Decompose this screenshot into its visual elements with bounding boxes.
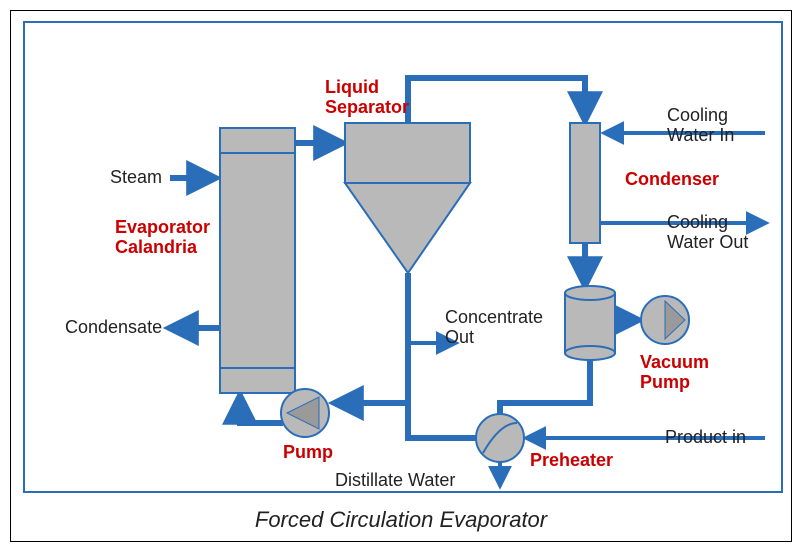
vacuum-tank bbox=[565, 286, 615, 360]
circulation-pump bbox=[281, 389, 329, 437]
flow-separator-to-condenser bbox=[408, 78, 585, 123]
label-vacuum-pump-2: Pump bbox=[640, 372, 690, 392]
label-liquid-separator-2: Separator bbox=[325, 97, 409, 117]
label-cooling-in-1: Cooling bbox=[667, 105, 728, 125]
diagram-inner-frame: Liquid Separator Evaporator Calandria Co… bbox=[23, 21, 783, 493]
condenser bbox=[570, 123, 600, 243]
label-condenser: Condenser bbox=[625, 169, 719, 189]
liquid-separator-funnel bbox=[345, 183, 470, 273]
label-vacuum-pump-1: Vacuum bbox=[640, 352, 709, 372]
label-cooling-out-2: Water Out bbox=[667, 232, 748, 252]
label-concentrate-2: Out bbox=[445, 327, 474, 347]
flow-pump-to-evap bbox=[240, 396, 283, 423]
label-distillate: Distillate Water bbox=[335, 470, 455, 490]
liquid-separator-top bbox=[345, 123, 470, 183]
label-condensate: Condensate bbox=[65, 317, 162, 337]
label-evaporator-1: Evaporator bbox=[115, 217, 210, 237]
label-product-in: Product in bbox=[665, 427, 746, 447]
diagram-caption: Forced Circulation Evaporator bbox=[11, 507, 791, 533]
flow-tank-down bbox=[500, 358, 590, 414]
flow-preheater-to-loop bbox=[335, 403, 476, 438]
label-evaporator-2: Calandria bbox=[115, 237, 198, 257]
label-steam: Steam bbox=[110, 167, 162, 187]
vacuum-pump bbox=[641, 296, 689, 344]
diagram-svg: Liquid Separator Evaporator Calandria Co… bbox=[25, 23, 781, 491]
label-concentrate-1: Concentrate bbox=[445, 307, 543, 327]
label-pump: Pump bbox=[283, 442, 333, 462]
label-preheater: Preheater bbox=[530, 450, 613, 470]
evaporator-calandria bbox=[220, 128, 295, 393]
preheater bbox=[476, 414, 524, 462]
label-cooling-out-1: Cooling bbox=[667, 212, 728, 232]
label-liquid-separator-1: Liquid bbox=[325, 77, 379, 97]
diagram-outer-frame: Liquid Separator Evaporator Calandria Co… bbox=[10, 10, 792, 542]
label-cooling-in-2: Water In bbox=[667, 125, 734, 145]
